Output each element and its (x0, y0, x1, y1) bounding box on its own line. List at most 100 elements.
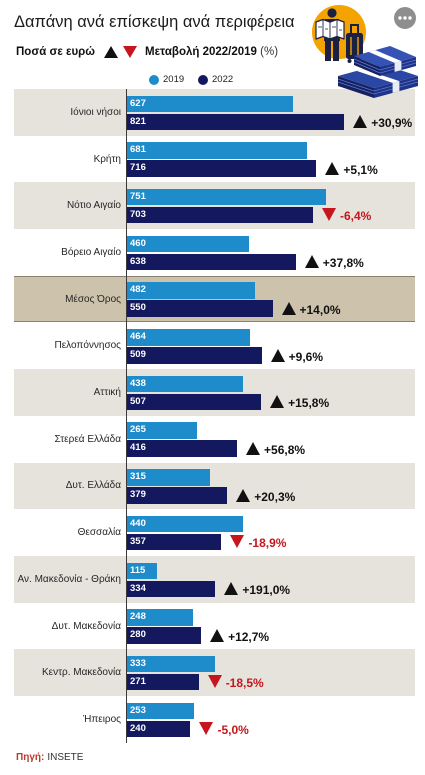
bar-2022: 716 (127, 160, 317, 177)
bar-value-label: 821 (130, 115, 146, 127)
bar-2019: 265 (127, 422, 198, 439)
category-label: Δυτ. Μακεδονία (51, 620, 121, 632)
bar-value-label: 751 (130, 190, 146, 202)
bar-2022: 357 (127, 533, 222, 551)
category-label: Αττική (93, 387, 121, 399)
bar-2022: 507 (127, 393, 262, 411)
decrease-legend-icon (123, 46, 137, 58)
change-percent-label: -18,5% (225, 676, 264, 691)
bar-value-label: 280 (130, 629, 146, 641)
chart-row: Δυτ. Μακεδονία 248 280 +12,7% (14, 603, 415, 650)
category-label: Νότιο Αιγαίο (66, 200, 121, 212)
bar-value-label: 315 (130, 471, 146, 483)
category-label: Ήπειρος (82, 713, 121, 725)
decrease-arrow-icon (321, 208, 336, 222)
chart-row: Ήπειρος 253 240 -5,0% (14, 696, 415, 743)
increase-arrow-icon (236, 488, 251, 502)
bar-value-label: 240 (130, 722, 146, 734)
increase-arrow-icon (224, 582, 239, 595)
bar-2019: 115 (127, 562, 158, 579)
chart-row: Κρήτη 681 716 +5,1% (14, 136, 415, 183)
bar-2019: 248 (127, 609, 193, 626)
bar-2019: 464 (127, 329, 250, 346)
suitcase (346, 24, 363, 63)
bar-2019: 438 (127, 375, 243, 393)
change-percent-label: +37,8% (322, 256, 364, 271)
bar-value-label: 482 (130, 284, 146, 296)
bar-value-label: 440 (130, 517, 146, 529)
traveler-figure (315, 8, 345, 61)
more-options-button[interactable] (394, 7, 416, 29)
increase-arrow-icon (281, 301, 296, 315)
increase-arrow-icon (210, 628, 225, 642)
increase-arrow-icon (304, 255, 319, 269)
bar-value-label: 550 (130, 302, 146, 314)
change-percent-label: +12,7% (228, 629, 270, 644)
bar-chart-plot: Ιόνιοι νήσοι 627 821 +30,9% Κρήτη 681 716 +5,1%… (14, 89, 415, 743)
bar-2022: 509 (127, 347, 262, 364)
bar-value-label: 703 (130, 208, 146, 220)
change-percent-label: +15,8% (288, 396, 330, 411)
bar-2019: 482 (127, 282, 255, 299)
bar-2019: 253 (127, 702, 194, 720)
change-percent-label: -18,9% (248, 536, 287, 551)
bar-2022: 416 (127, 440, 238, 457)
chart-row: Δυτ. Ελλάδα 315 379 +20,3% (14, 462, 415, 510)
bar-value-label: 716 (130, 162, 146, 174)
increase-arrow-icon (270, 395, 285, 409)
change-percent-label: +30,9% (371, 116, 413, 130)
bar-2019: 440 (127, 515, 244, 533)
category-label: Δυτ. Ελλάδα (65, 480, 121, 492)
bar-value-label: 460 (130, 237, 146, 249)
change-percent-label: +9,6% (288, 349, 323, 364)
category-label: Αν. Μακεδονία - Θράκη (17, 573, 121, 585)
bar-2019: 751 (127, 188, 326, 206)
change-legend-label: Μεταβολή 2022/2019 (%) (145, 45, 278, 59)
chart-row: Στερεά Ελλάδα 265 416 +56,8% (14, 416, 415, 463)
category-label: Θεσσαλία (77, 527, 121, 539)
increase-legend-icon (104, 46, 118, 58)
source-line: Πηγή: INSETE (16, 752, 83, 764)
source-label: Πηγή: (16, 752, 45, 763)
chart-title: Δαπάνη ανά επίσκεψη ανά περιφέρεια (14, 13, 295, 31)
bar-value-label: 334 (130, 582, 146, 594)
increase-arrow-icon (270, 348, 285, 362)
legend-label-2022: 2022 (212, 74, 234, 85)
category-label: Κεντρ. Μακεδονία (41, 667, 121, 679)
bar-value-label: 253 (130, 704, 146, 716)
bar-2022: 821 (127, 113, 345, 130)
change-label-text: Μεταβολή 2022/2019 (145, 46, 257, 58)
change-percent-label: +5,1% (343, 162, 378, 177)
value-unit-label: Ποσά σε ευρώ (16, 46, 95, 58)
increase-arrow-icon (246, 441, 261, 455)
change-percent-label: +56,8% (264, 442, 306, 457)
change-label-unit: (%) (260, 46, 279, 58)
chart-row: Θεσσαλία 440 357 -18,9% (14, 509, 415, 556)
chart-row: Αττική 438 507 +15,8% (14, 369, 415, 416)
bar-2022: 271 (127, 673, 199, 691)
value-axis-line (126, 89, 127, 743)
bar-value-label: 438 (130, 377, 146, 389)
bar-2019: 681 (127, 142, 308, 159)
bar-value-label: 638 (130, 255, 146, 267)
bar-value-label: 464 (130, 331, 146, 342)
bar-2022: 334 (127, 580, 216, 597)
legend-swatch-2022 (198, 75, 208, 85)
chart-row: Αν. Μακεδονία - Θράκη 115 334 +191,0% (14, 556, 415, 603)
bar-value-label: 357 (130, 535, 146, 547)
legend-swatch-2019 (149, 75, 159, 85)
bar-value-label: 379 (130, 489, 146, 501)
traveler-luggage-money-icon (312, 5, 419, 98)
bar-value-label: 333 (130, 657, 146, 669)
category-label: Πελοπόννησος (54, 340, 121, 352)
change-percent-label: -6,4% (339, 209, 372, 224)
bar-value-label: 507 (130, 395, 146, 407)
decrease-arrow-icon (199, 722, 214, 736)
money-bundle-upper (353, 46, 417, 76)
change-percent-label: +20,3% (254, 489, 296, 504)
bar-value-label: 681 (130, 144, 146, 156)
bar-value-label: 416 (130, 442, 146, 454)
bar-2019: 333 (127, 655, 216, 673)
bar-value-label: 265 (130, 424, 146, 436)
change-percent-label: +14,0% (299, 302, 341, 317)
